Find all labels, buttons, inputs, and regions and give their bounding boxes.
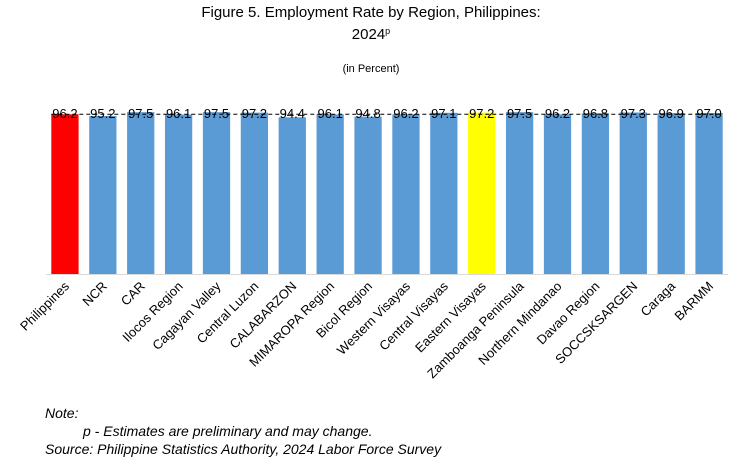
category-label-car: CAR [118, 279, 148, 309]
data-label-philippines: 96.2 [52, 106, 77, 121]
bar-soccsksargen [619, 112, 647, 275]
notes-block: Note: p - Estimates are preliminary and … [45, 404, 441, 458]
data-label-davao-region: 96.8 [583, 106, 608, 121]
data-label-ncr: 95.2 [90, 106, 115, 121]
data-label-mimaropa-region: 96.1 [318, 106, 343, 121]
data-label-western-visayas: 96.2 [393, 106, 418, 121]
bar-davao-region [581, 113, 610, 274]
bar-ilocos-region [164, 114, 193, 274]
bar-calabarzon [278, 117, 306, 275]
chart-title-year: 2024 [351, 26, 386, 43]
chart-title-superscript: p [385, 26, 391, 36]
category-label-ncr: NCR [79, 279, 110, 310]
data-label-car: 97.5 [128, 106, 153, 121]
chart-title-line1: Figure 5. Employment Rate by Region, Phi… [201, 4, 541, 21]
bar-car [127, 112, 155, 275]
category-label-barmm: BARMM [671, 279, 716, 324]
data-label-central-luzon: 97.2 [242, 106, 267, 121]
data-label-eastern-visayas: 97.2 [469, 106, 494, 121]
bar-ncr [89, 115, 117, 274]
chart-title: Figure 5. Employment Rate by Region, Phi… [0, 4, 742, 44]
data-label-barmm: 97.0 [696, 106, 721, 121]
note-label: Note: [45, 405, 79, 421]
bar-eastern-visayas [468, 112, 496, 274]
bar-philippines [51, 114, 79, 274]
chart-subtitle: (in Percent) [342, 63, 400, 75]
bar-northern-mindanao [543, 114, 572, 274]
preliminary-note: p - Estimates are preliminary and may ch… [83, 423, 373, 439]
data-label-bicol-region: 94.8 [355, 106, 380, 121]
bar-central-visayas [430, 112, 458, 275]
bar-chart: 96.2Philippines95.2NCR97.5CAR96.1Ilocos … [17, 106, 728, 381]
chart-title-line2: 2024p [0, 22, 742, 44]
bar-central-luzon [240, 112, 269, 274]
bar-western-visayas [392, 114, 420, 274]
data-label-soccsksargen: 97.3 [621, 106, 646, 121]
data-label-caraga: 96.9 [659, 106, 684, 121]
bar-caraga [657, 113, 685, 274]
category-label-philippines: Philippines [17, 278, 72, 333]
bar-mimaropa-region [316, 114, 344, 274]
data-label-calabarzon: 94.4 [280, 106, 305, 121]
bar-barmm [695, 112, 723, 274]
category-label-calabarzon: CALABARZON [226, 279, 299, 352]
data-label-central-visayas: 97.1 [431, 106, 456, 121]
data-label-ilocos-region: 96.1 [166, 106, 191, 121]
source-note: Source: Philippine Statistics Authority,… [45, 441, 442, 457]
bar-cagayan-valley [202, 112, 231, 275]
bar-zamboanga-peninsula [505, 112, 534, 275]
data-label-northern-mindanao: 96.2 [545, 106, 570, 121]
bar-bicol-region [354, 116, 382, 274]
data-label-zamboanga-peninsula: 97.5 [507, 106, 532, 121]
data-label-cagayan-valley: 97.5 [204, 106, 229, 121]
